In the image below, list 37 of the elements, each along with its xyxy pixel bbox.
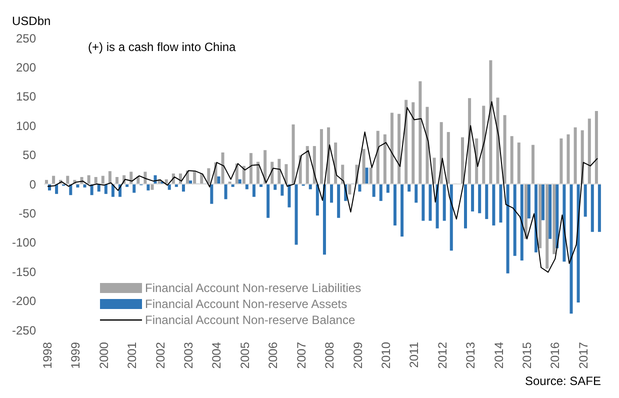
x-tick-label: 1998 (40, 342, 55, 369)
legend-label: Financial Account Non-reserve Balance (145, 312, 356, 328)
x-tick-label: 2008 (322, 342, 337, 369)
x-tick-label: 2002 (153, 342, 168, 369)
legend-label: Financial Account Non-reserve Liabilities (145, 280, 362, 296)
x-tick-label: 2010 (378, 342, 393, 369)
x-tick-label: 2006 (266, 342, 280, 369)
x-tick-label: 2017 (576, 342, 590, 369)
x-tick-label: 2004 (210, 342, 224, 369)
y-tick-label: -100 (12, 236, 36, 250)
y-tick-label: -200 (12, 294, 36, 308)
x-tick-label: 2013 (464, 342, 478, 369)
annotation: (+) is a cash flow into China (88, 40, 236, 54)
x-tick-label: 2011 (407, 342, 422, 368)
x-tick-label: 2009 (350, 342, 365, 369)
y-tick-label: -250 (12, 323, 36, 338)
x-tick-label: 2003 (182, 342, 196, 369)
y-tick-label: 100 (16, 118, 36, 133)
x-tick-label: 2005 (238, 342, 252, 369)
y-tick-label: 250 (16, 31, 36, 46)
x-tick-label: 2001 (125, 342, 140, 369)
y-tick-label: 0 (29, 177, 36, 192)
y-axis-title: USDbn (12, 14, 51, 28)
y-tick-label: -150 (12, 264, 36, 279)
source-note: Source: SAFE (524, 374, 601, 388)
y-tick-label: -50 (18, 206, 36, 220)
x-tick-label: 2007 (294, 342, 308, 369)
y-tick-label: 150 (16, 90, 36, 104)
x-tick-label: 2012 (435, 342, 450, 369)
x-tick-label: 2000 (96, 342, 111, 369)
x-tick-label: 2015 (520, 342, 534, 369)
x-tick-label: 1999 (68, 342, 83, 369)
y-tick-label: 50 (22, 148, 36, 162)
x-tick-label: 2016 (548, 342, 562, 369)
legend-label: Financial Account Non-reserve Assets (145, 296, 348, 312)
y-tick-label: 200 (16, 60, 36, 74)
x-tick-label: 2014 (492, 342, 506, 369)
